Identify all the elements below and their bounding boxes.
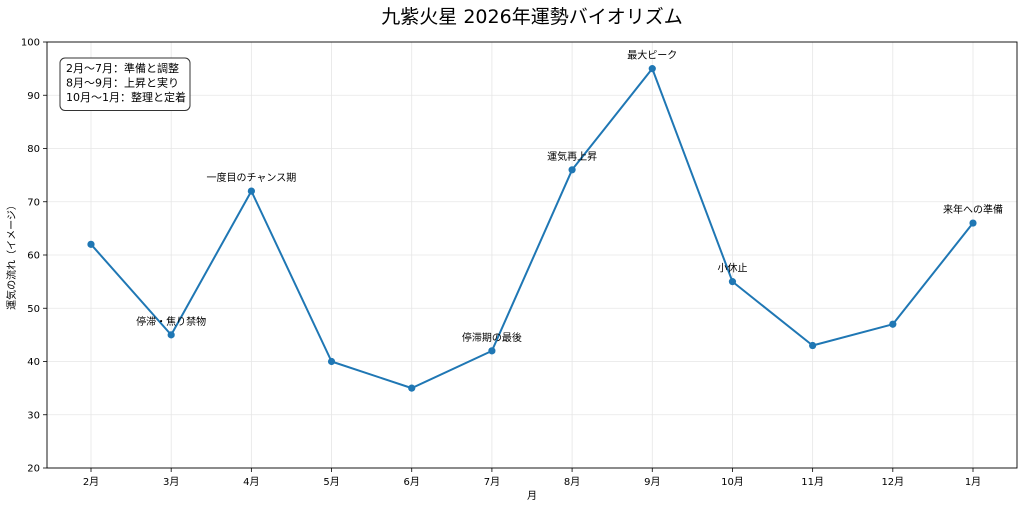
y-tick-label: 90 xyxy=(27,91,40,102)
y-tick-label: 80 xyxy=(27,144,40,155)
text-box-frame xyxy=(59,57,191,111)
y-tick-label: 100 xyxy=(21,38,40,49)
data-point xyxy=(648,65,656,73)
x-tick-label: 1月 xyxy=(965,476,981,488)
x-tick-label: 10月 xyxy=(721,476,744,488)
series-line xyxy=(90,67,974,390)
text-box-line: 8月〜9月：上昇と実り xyxy=(66,76,179,90)
data-point xyxy=(408,384,416,392)
annotation-label: 運気再上昇 xyxy=(547,150,597,163)
y-tick-label: 20 xyxy=(27,464,40,475)
x-tick-label: 3月 xyxy=(163,476,179,488)
axes: 20 30 40 50 60 70 80 90 100 2月 3月 4月 5月 6月 7月 8月 9月 10月 11… xyxy=(21,38,1018,488)
y-tick-label: 40 xyxy=(27,357,40,368)
data-point xyxy=(327,357,336,366)
text-box-line: 2月〜7月：準備と調整 xyxy=(66,61,179,75)
annotation-label: 停滞・焦り禁物 xyxy=(136,315,206,328)
annotation-label: 来年への準備 xyxy=(943,203,1003,216)
x-axis-title: 月 xyxy=(527,490,537,502)
data-point xyxy=(568,166,576,174)
annotation-label: 停滞期の最後 xyxy=(462,331,522,344)
x-tick-label: 4月 xyxy=(243,476,259,488)
data-point xyxy=(728,278,737,286)
annotation-label: 小休止 xyxy=(717,263,747,275)
x-tick-label: 11月 xyxy=(801,476,824,488)
plot-frame xyxy=(46,41,1018,469)
data-point xyxy=(167,331,175,339)
y-tick-label: 70 xyxy=(27,197,40,208)
data-point xyxy=(969,219,977,227)
data-point xyxy=(247,187,255,195)
y-tick-label: 50 xyxy=(27,304,40,315)
data-point xyxy=(488,347,496,355)
chart-title: 九紫火星 2026年運勢バイオリズム xyxy=(381,6,682,28)
x-tick-label: 6月 xyxy=(404,476,420,488)
y-tick-label: 30 xyxy=(27,410,40,421)
x-tick-label: 5月 xyxy=(323,476,339,488)
x-tick-label: 9月 xyxy=(644,476,660,488)
x-tick-label: 7月 xyxy=(484,476,500,488)
series xyxy=(87,65,977,392)
x-tick-label: 12月 xyxy=(881,476,904,488)
data-point xyxy=(809,341,817,350)
annotation-label: 一度目のチャンス期 xyxy=(207,171,297,184)
y-tick-label: 60 xyxy=(27,251,40,262)
text-box-line: 10月〜1月：整理と定着 xyxy=(66,90,186,104)
data-point xyxy=(87,240,95,248)
x-tick-label: 8月 xyxy=(564,476,580,488)
y-axis-title: 運気の流れ（イメージ） xyxy=(5,200,18,310)
grid xyxy=(47,41,1017,469)
x-tick-label: 2月 xyxy=(83,476,99,488)
data-point xyxy=(889,320,897,328)
annotation-label: 最大ピーク xyxy=(627,49,677,62)
